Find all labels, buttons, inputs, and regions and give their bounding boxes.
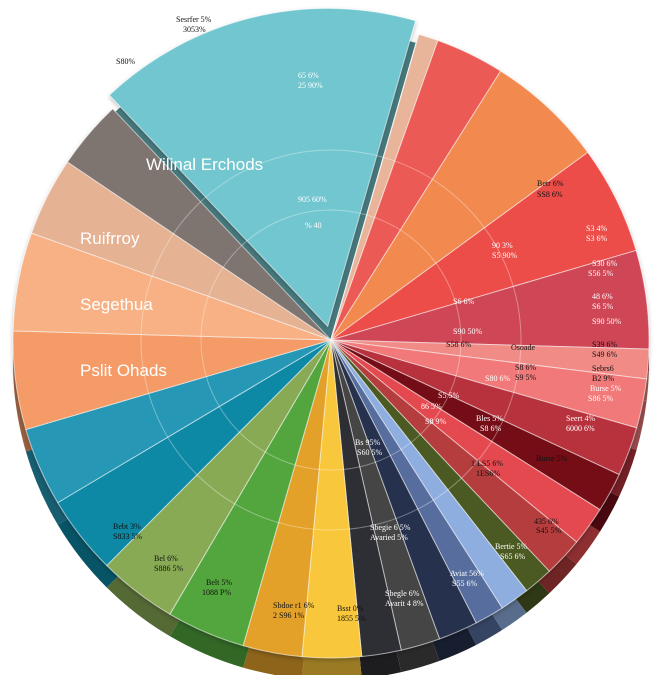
label-r19b: Avaried 5% <box>370 533 408 542</box>
label-top-left-b: 3053% <box>183 25 206 34</box>
pie-slice-3 <box>330 70 589 341</box>
label-r13b: 6000 6% <box>566 424 595 433</box>
label-r10b: S49 6% <box>592 350 617 359</box>
label-r3b: SS8 6% <box>537 190 563 199</box>
label-r5b: S3 6% <box>586 234 607 243</box>
label-r26a: Bebt 3% <box>113 522 141 531</box>
label-r22a: Bsst 0% <box>337 604 364 613</box>
label-r10a: S58 6% <box>446 340 471 349</box>
label-cyan-3: Segethua <box>80 295 153 314</box>
label-r1a: 65 6% <box>298 71 319 80</box>
pie-guide-ring-1 <box>140 149 522 531</box>
label-r11b: S9 5% <box>515 373 536 382</box>
label-cyan-1: Wilinal Erchods <box>146 155 263 174</box>
label-r23a: Sbdoe r1 6% <box>273 601 315 610</box>
pie-slice-0 <box>108 7 417 328</box>
label-r16b: 1ES6% <box>476 469 500 478</box>
label-r25b: S886 5% <box>154 564 183 573</box>
pie-slice-27 <box>66 108 332 341</box>
label-r21b: Avarit 4 8% <box>385 599 424 608</box>
label-r4b: S5 90% <box>492 251 517 260</box>
label-r8b: S90 50% <box>453 327 482 336</box>
label-r15a: Bles 5% <box>476 414 503 423</box>
label-r7a: 48 6% <box>592 292 613 301</box>
label-r9b: S39 6% <box>592 340 617 349</box>
label-r1b: 25 90% <box>298 81 323 90</box>
label-cyan-4: Pslit Ohads <box>80 361 167 380</box>
label-r24b: 1088 P% <box>202 588 231 597</box>
label-r6a: S30 6% <box>592 259 617 268</box>
label-r8a: S6 6% <box>453 297 474 306</box>
label-left-small: S80% <box>116 57 135 66</box>
label-r6b: S56 5% <box>588 269 613 278</box>
label-r23b: 2 S96 1% <box>273 611 304 620</box>
label-c2b: S8 9% <box>425 417 446 426</box>
label-r15b: S8 6% <box>480 424 501 433</box>
label-r12a: Sebrs6 <box>592 364 614 373</box>
label-r16a: 1 LS5 6% <box>471 459 503 468</box>
label-r20a: Aviat 56% <box>450 569 484 578</box>
label-r17a: 435 6% <box>534 517 559 526</box>
labels: Sesrfer 5% 3053% S80% Wilinal Erchods Ru… <box>80 15 622 623</box>
label-r18a: Bertie 5% <box>495 542 528 551</box>
label-r21a: Sbegle 6% <box>385 589 420 598</box>
label-r7b: S6 5% <box>592 302 613 311</box>
label-r25a: Bel 6% <box>154 554 178 563</box>
label-c1a: Bs 95% <box>355 438 380 447</box>
label-r19a: Sbegie 6 5% <box>370 523 411 532</box>
label-r5a: S3 4% <box>586 224 607 233</box>
label-c3a: 86 5% <box>421 402 442 411</box>
label-r26b: S833 5% <box>113 532 142 541</box>
label-r2a: 905 60% <box>298 195 327 204</box>
label-r14b: S86 5% <box>588 394 613 403</box>
label-c1b: S60 5% <box>357 448 382 457</box>
label-cyan-2: Ruifrroy <box>80 229 140 248</box>
label-r17b: S45 5% <box>536 526 561 535</box>
label-r8c: S90 50% <box>592 317 621 326</box>
label-r9a: Osoade <box>511 343 535 352</box>
label-top-left-a: Sesrfer 5% <box>176 15 212 24</box>
label-r13a: Seert 4% <box>566 414 595 423</box>
label-r22b: 1855 5% <box>337 614 366 623</box>
label-r4a: 90 3% <box>492 241 513 250</box>
label-r12b: B2 9% <box>592 374 614 383</box>
label-c3b: S80 6% <box>485 374 510 383</box>
label-r14a: Burse 5% <box>590 384 622 393</box>
label-r11a: S8 6% <box>515 363 536 372</box>
label-c2a: S5 5% <box>438 391 459 400</box>
pie-slice-layer <box>12 7 650 659</box>
label-r3a: Betr 6% <box>537 179 564 188</box>
label-r16x: Burse 5% <box>536 454 568 463</box>
label-r18b: S65 6% <box>500 552 525 561</box>
label-r20b: S55 6% <box>452 579 477 588</box>
label-r2b: % 40 <box>305 221 322 230</box>
pie-guide-ring-0 <box>200 209 462 471</box>
label-r24a: Belt 5% <box>206 578 232 587</box>
pie-inner-rings <box>140 149 522 531</box>
